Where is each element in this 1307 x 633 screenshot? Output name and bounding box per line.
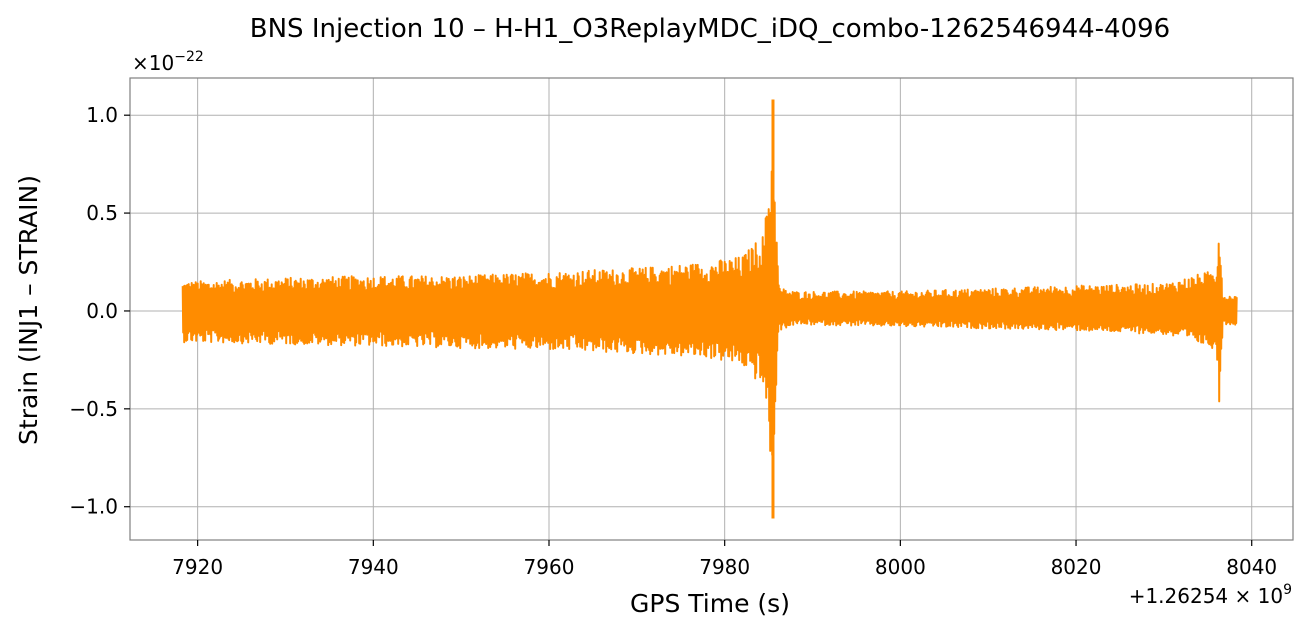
y-axis-scale-exponent: −22 [174,49,204,65]
y-tick-label: −0.5 [69,397,118,421]
y-axis-scale-label: ×10−22 [132,49,204,75]
x-axis-offset-exponent: 9 [1283,582,1292,598]
y-axis-scale-base: ×10 [132,51,174,75]
x-tick-label: 7920 [172,555,223,579]
strain-series-line [181,134,1238,456]
y-tick-label: 0.0 [86,299,118,323]
x-axis-offset-label: +1.26254 × 109 [1129,582,1292,608]
chart-title: BNS Injection 10 – H-H1_O3ReplayMDC_iDQ_… [250,14,1170,44]
x-tick-label: 8020 [1051,555,1102,579]
y-tick-label: 1.0 [86,103,118,127]
x-tick-label: 7980 [699,555,750,579]
y-tick-label: −1.0 [69,495,118,519]
x-tick-label: 8000 [875,555,926,579]
x-axis-label: GPS Time (s) [630,589,790,618]
x-tick-label: 7940 [348,555,399,579]
plot-frame [129,77,1294,541]
axis-ticks: 7920 7940 7960 7980 8000 8020 8040 1.0 0.5 0.0 −0.… [69,103,1277,579]
x-tick-label: 8040 [1226,555,1277,579]
y-axis-label: Strain (INJ1 – STRAIN) [14,175,43,445]
x-axis-offset-base: +1.26254 × 10 [1129,584,1283,608]
y-tick-label: 0.5 [86,201,118,225]
plot-area [181,99,1238,519]
x-tick-label: 7960 [524,555,575,579]
